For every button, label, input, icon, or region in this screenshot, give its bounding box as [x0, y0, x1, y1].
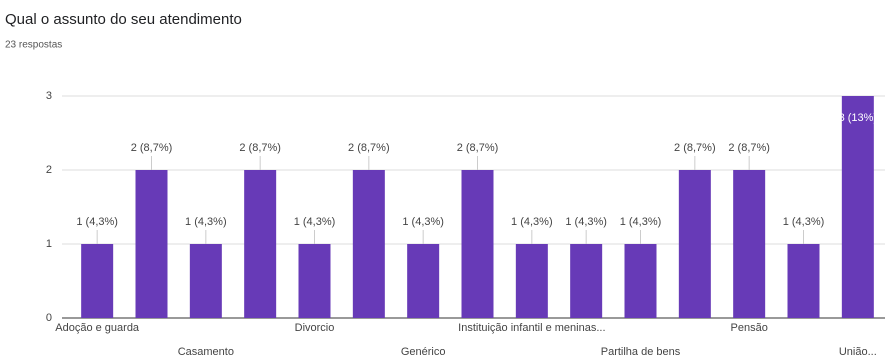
x-tick-label: União... [839, 346, 877, 358]
value-label: 2 (8,7%) [674, 142, 716, 154]
x-tick-label: Instituição infantil e meninas... [458, 322, 605, 334]
value-label: 3 (13%) [839, 112, 878, 124]
x-tick-label: Divorcio [295, 322, 335, 334]
value-label: 1 (4,3%) [565, 216, 607, 228]
bar [352, 170, 385, 318]
chart-subtitle: 23 respostas [5, 40, 62, 51]
y-tick-label: 1 [46, 238, 52, 250]
x-tick-label: Adoção e guarda [55, 322, 140, 334]
bar [81, 244, 114, 318]
value-label: 1 (4,3%) [294, 216, 336, 228]
bar [298, 244, 331, 318]
bar [189, 244, 222, 318]
bar [244, 170, 277, 318]
y-tick-label: 0 [46, 312, 52, 324]
value-label: 2 (8,7%) [348, 142, 390, 154]
x-tick-label: Partilha de bens [601, 346, 681, 358]
bar [461, 170, 494, 318]
value-label: 1 (4,3%) [620, 216, 662, 228]
chart-title: Qual o assunto do seu atendimento [5, 11, 242, 28]
bar [135, 170, 168, 318]
x-tick-label: Pensão [731, 322, 768, 334]
x-tick-label: Casamento [178, 346, 234, 358]
bar [407, 244, 440, 318]
x-tick-label: Genérico [401, 346, 446, 358]
bar [570, 244, 603, 318]
y-tick-label: 2 [46, 164, 52, 176]
y-tick-label: 3 [46, 90, 52, 102]
bar [841, 96, 874, 318]
value-label: 2 (8,7%) [131, 142, 173, 154]
bar [787, 244, 820, 318]
bar [733, 170, 766, 318]
bar [624, 244, 657, 318]
value-label: 1 (4,3%) [185, 216, 227, 228]
value-label: 2 (8,7%) [239, 142, 281, 154]
bar [515, 244, 548, 318]
value-label: 2 (8,7%) [457, 142, 499, 154]
bar [678, 170, 711, 318]
value-label: 2 (8,7%) [728, 142, 770, 154]
value-label: 1 (4,3%) [402, 216, 444, 228]
value-label: 1 (4,3%) [783, 216, 825, 228]
value-label: 1 (4,3%) [511, 216, 553, 228]
value-label: 1 (4,3%) [76, 216, 118, 228]
